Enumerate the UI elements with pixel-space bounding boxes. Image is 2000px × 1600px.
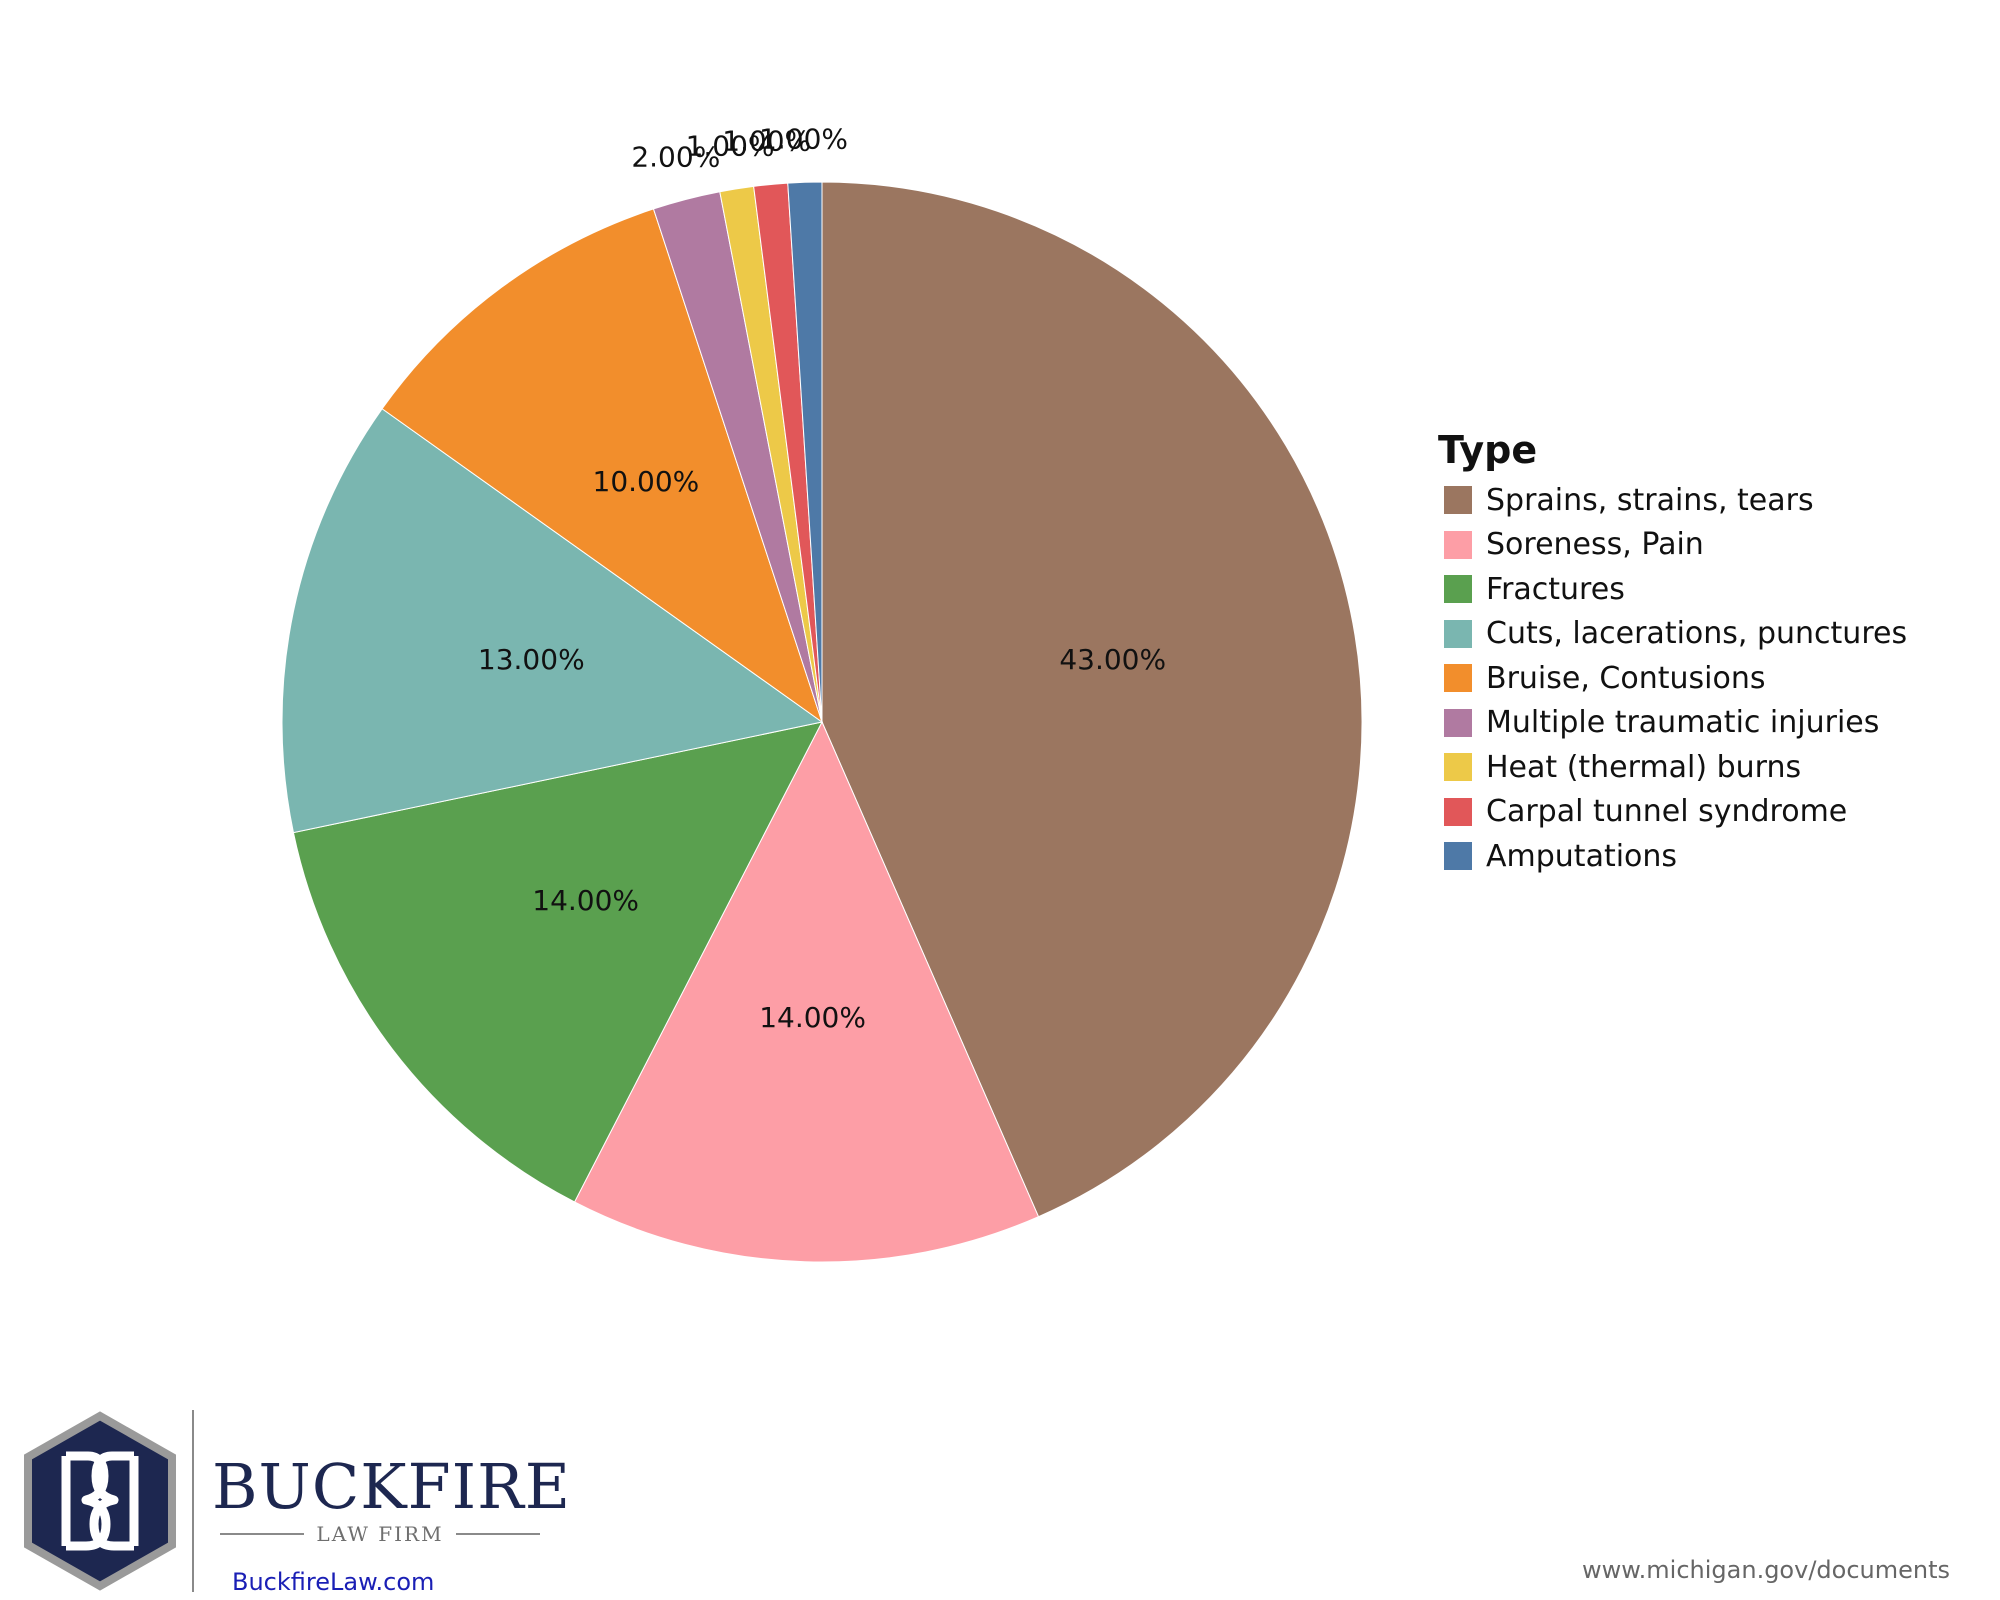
pie-slice xyxy=(787,181,823,723)
legend-swatch xyxy=(1444,486,1472,515)
legend-item[interactable]: Cuts, lacerations, punctures xyxy=(1438,612,1907,657)
slice-label: 10.00% xyxy=(593,465,700,498)
legend-swatch xyxy=(1444,708,1472,737)
pie-slice xyxy=(381,208,823,724)
logo-name: BUCKFIRE xyxy=(212,1450,572,1523)
pie-slice xyxy=(281,408,824,834)
pie-slices xyxy=(281,181,1363,1263)
legend-items: Sprains, strains, tears Soreness, Pain Fra… xyxy=(1438,478,1907,879)
legend-item[interactable]: Heat (thermal) burns xyxy=(1438,745,1907,790)
legend-swatch xyxy=(1444,753,1472,782)
pie-slice xyxy=(573,720,1040,1263)
legend-item[interactable]: Bruise, Contusions xyxy=(1438,656,1907,701)
legend-label: Fractures xyxy=(1486,571,1625,607)
logo-divider xyxy=(192,1410,194,1592)
legend-item[interactable]: Carpal tunnel syndrome xyxy=(1438,790,1907,835)
slice-label: 1.00% xyxy=(759,122,848,155)
legend-label: Cuts, lacerations, punctures xyxy=(1486,616,1908,652)
legend-label: Soreness, Pain xyxy=(1486,527,1704,563)
legend-item[interactable]: Soreness, Pain xyxy=(1438,523,1907,568)
legend-label: Bruise, Contusions xyxy=(1486,660,1766,696)
legend-title: Type xyxy=(1438,428,1538,472)
slice-label: 14.00% xyxy=(759,1001,866,1034)
legend-swatch xyxy=(1444,797,1472,826)
legend-label: Multiple traumatic injuries xyxy=(1486,705,1880,741)
legend-swatch xyxy=(1444,619,1472,648)
slice-label: 43.00% xyxy=(1059,643,1166,676)
legend-swatch xyxy=(1444,530,1472,559)
slice-label: 14.00% xyxy=(532,884,639,917)
legend-swatch xyxy=(1444,664,1472,693)
legend-item[interactable]: Fractures xyxy=(1438,567,1907,612)
pie-slice xyxy=(821,181,1363,1218)
legend-swatch xyxy=(1444,842,1472,871)
slice-label: 1.00% xyxy=(686,129,775,162)
hexagon-logo-icon xyxy=(24,1411,176,1591)
slice-label: 1.00% xyxy=(722,125,811,158)
legend-label: Sprains, strains, tears xyxy=(1486,482,1814,518)
legend-item[interactable]: Amputations xyxy=(1438,834,1907,879)
source-text: www.michigan.gov/documents xyxy=(1581,1556,1950,1584)
logo-url[interactable]: BuckfireLaw.com xyxy=(232,1568,435,1596)
legend-label: Heat (thermal) burns xyxy=(1486,749,1802,785)
logo-subtitle: LAW FIRM xyxy=(220,1522,540,1546)
legend-swatch xyxy=(1444,575,1472,604)
slice-label: 13.00% xyxy=(478,643,585,676)
legend-item[interactable]: Sprains, strains, tears xyxy=(1438,478,1907,523)
legend-item[interactable]: Multiple traumatic injuries xyxy=(1438,701,1907,746)
slice-label: 2.00% xyxy=(631,141,720,174)
chart-legend: Type Sprains, strains, tears Soreness, Pa… xyxy=(1438,428,1907,879)
buckfire-logo: BUCKFIRE LAW FIRM BuckfireLaw.com xyxy=(20,1410,570,1600)
legend-label: Amputations xyxy=(1486,838,1678,874)
logo-subtitle-text: LAW FIRM xyxy=(316,1522,444,1546)
pie-slice xyxy=(292,721,823,1203)
legend-label: Carpal tunnel syndrome xyxy=(1486,794,1848,830)
pie-labels: 43.00%14.00%14.00%13.00%10.00%2.00%1.00%… xyxy=(478,122,1166,1034)
